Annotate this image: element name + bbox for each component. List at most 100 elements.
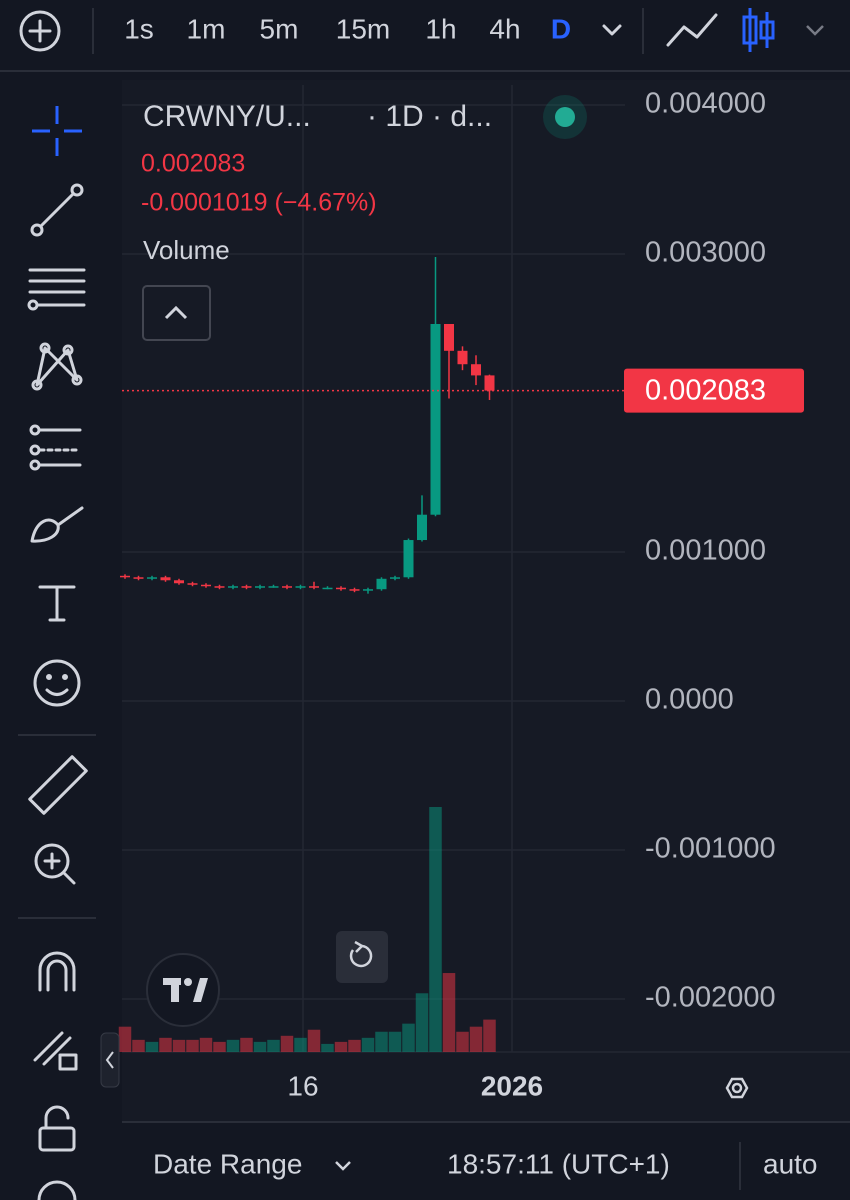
collapse-toolbar[interactable] bbox=[100, 1032, 120, 1088]
candle-body bbox=[484, 375, 495, 391]
volume-bar bbox=[253, 1041, 267, 1052]
candle-body bbox=[160, 577, 171, 581]
market-status[interactable] bbox=[555, 107, 575, 127]
add-button[interactable] bbox=[19, 10, 61, 52]
candle-layer bbox=[120, 256, 625, 594]
interval-label: · 1D · d... bbox=[367, 100, 492, 133]
volume-bar bbox=[361, 1037, 375, 1052]
volume-bar bbox=[267, 1039, 280, 1052]
volume-bar bbox=[186, 1039, 199, 1052]
volume-bar bbox=[280, 1035, 294, 1052]
lock-drawing-tool[interactable] bbox=[33, 1031, 78, 1071]
interval[interactable]: 1m bbox=[187, 13, 226, 44]
volume-layer bbox=[118, 807, 496, 1052]
volume-bar bbox=[375, 1031, 388, 1052]
volume-bar bbox=[199, 1037, 213, 1052]
volume-bar bbox=[415, 993, 429, 1052]
x-tick-label: 2026 bbox=[481, 1070, 543, 1101]
y-tick-label: 0.003000 bbox=[645, 237, 766, 269]
clock[interactable]: 18:57:11 (UTC+1) bbox=[447, 1148, 670, 1179]
left-toolbar bbox=[18, 106, 96, 1200]
candle-body bbox=[241, 586, 252, 588]
candle-body bbox=[201, 584, 211, 587]
trendline-tool[interactable] bbox=[30, 183, 84, 237]
tradingview-logo[interactable] bbox=[146, 953, 220, 1027]
candle-body bbox=[471, 364, 481, 376]
volume-bar bbox=[321, 1043, 334, 1052]
prediction-tool[interactable] bbox=[29, 424, 82, 471]
magnet-tool[interactable] bbox=[38, 951, 76, 992]
candle-body bbox=[349, 589, 360, 591]
interval[interactable]: 1h bbox=[425, 13, 456, 44]
y-tick-label: 0.0000 bbox=[645, 684, 734, 716]
emoji-tool[interactable] bbox=[33, 659, 81, 707]
candle-body bbox=[282, 586, 292, 588]
ruler-tool[interactable] bbox=[28, 755, 88, 815]
candle-body bbox=[309, 586, 319, 588]
more-tool[interactable] bbox=[37, 1180, 77, 1200]
symbol[interactable]: CRWNY/U... bbox=[143, 100, 311, 133]
brush-tool[interactable] bbox=[30, 506, 84, 543]
candle-body bbox=[430, 323, 441, 515]
candle-chart-button[interactable] bbox=[742, 8, 775, 52]
interval[interactable]: 5m bbox=[260, 13, 299, 44]
date-range-menu[interactable] bbox=[335, 1161, 351, 1171]
crosshair-tool[interactable] bbox=[32, 106, 82, 156]
volume-bar bbox=[348, 1039, 361, 1052]
chart-type-menu[interactable] bbox=[806, 25, 824, 36]
axis-settings[interactable] bbox=[725, 1077, 749, 1099]
candle-body bbox=[147, 577, 157, 579]
reset-button[interactable] bbox=[336, 931, 388, 983]
candle-body bbox=[336, 587, 346, 590]
interval-active[interactable]: D bbox=[551, 13, 571, 44]
interval[interactable]: 4h bbox=[489, 13, 520, 44]
candle-body bbox=[363, 589, 373, 591]
candle-body bbox=[228, 586, 238, 588]
y-tick-label: 0.001000 bbox=[645, 535, 766, 567]
volume-bar bbox=[429, 807, 442, 1052]
candle-body bbox=[403, 540, 414, 578]
fib-tool[interactable] bbox=[27, 268, 86, 311]
volume-bar bbox=[145, 1041, 159, 1052]
date-range[interactable]: Date Range bbox=[153, 1148, 302, 1179]
volume-bar bbox=[388, 1031, 402, 1052]
interval[interactable]: 1s bbox=[124, 13, 154, 44]
candle-body bbox=[187, 583, 198, 585]
volume-bar bbox=[213, 1041, 226, 1052]
price-axis: 0.004000 0.003000 0.001000 0.0000 -0.001000 -… bbox=[624, 88, 804, 1014]
y-tick-label: -0.002000 bbox=[645, 982, 776, 1014]
text-tool[interactable] bbox=[38, 585, 76, 622]
top-toolbar: 1s 1m 5m 15m 1h 4h D bbox=[19, 8, 824, 54]
volume-bar bbox=[402, 1023, 415, 1052]
volume-bar bbox=[240, 1037, 253, 1052]
volume-bar bbox=[226, 1039, 240, 1052]
volume-bar bbox=[469, 1026, 483, 1052]
volume-label: Volume bbox=[143, 235, 230, 265]
interval[interactable]: 15m bbox=[336, 13, 390, 44]
candle-body bbox=[322, 587, 333, 590]
candle-body bbox=[120, 575, 130, 578]
collapse-legend[interactable] bbox=[142, 285, 211, 341]
volume-bar bbox=[307, 1029, 321, 1052]
lock-tool[interactable] bbox=[38, 1105, 76, 1152]
line-chart-button[interactable] bbox=[666, 13, 718, 47]
last-price-label: 0.002083 bbox=[645, 374, 766, 406]
volume-bar bbox=[294, 1037, 307, 1052]
volume-bar bbox=[172, 1039, 186, 1052]
y-tick-label: 0.004000 bbox=[645, 88, 766, 120]
y-tick-label: -0.001000 bbox=[645, 833, 776, 865]
volume-bar bbox=[456, 1031, 469, 1052]
zoom-tool[interactable] bbox=[34, 843, 76, 885]
footer: Date Range 18:57:11 (UTC+1) auto bbox=[153, 1142, 818, 1190]
candle-body bbox=[376, 578, 387, 590]
candle-body bbox=[133, 577, 144, 579]
interval-menu[interactable] bbox=[602, 24, 622, 36]
auto-scale[interactable]: auto bbox=[763, 1148, 818, 1179]
volume-bar bbox=[442, 973, 456, 1052]
candle-body bbox=[268, 586, 279, 588]
candle-body bbox=[390, 577, 400, 579]
pattern-tool[interactable] bbox=[31, 342, 83, 391]
grid bbox=[122, 85, 625, 1052]
